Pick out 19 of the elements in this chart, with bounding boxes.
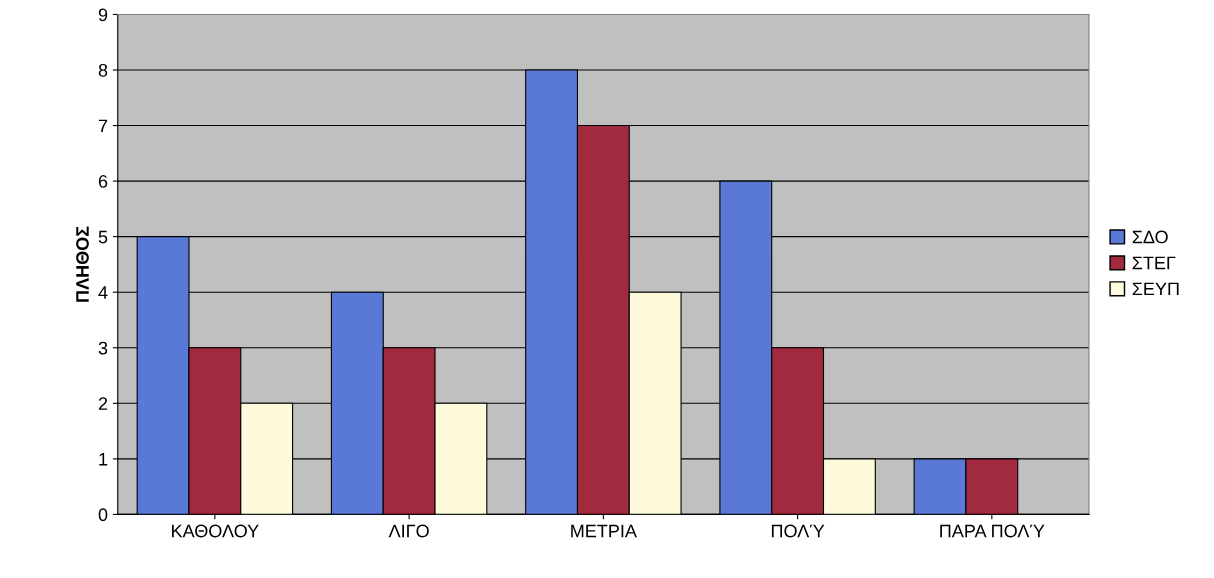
y-tick-label: 0 [98, 508, 108, 522]
y-tick-label: 7 [98, 119, 108, 133]
x-tick-label: ΠΟΛΎ [771, 524, 825, 538]
legend-label: ΣΤΕΓ [1132, 256, 1176, 270]
legend-label: ΣΔΟ [1132, 230, 1168, 244]
y-tick-label: 6 [98, 175, 108, 188]
y-tick-label: 9 [98, 8, 108, 22]
x-tick-label: ΛΙΓΟ [388, 524, 429, 538]
x-tick-label: ΠΑΡΑ ΠΟΛΎ [940, 524, 1045, 538]
y-tick-label: 2 [98, 397, 108, 410]
y-tick-label: 1 [99, 452, 108, 466]
y-tick-label: 4 [98, 286, 108, 299]
y-axis-title: ΠΛΗΘΟΣ [76, 226, 89, 302]
y-tick-label: 5 [98, 230, 108, 244]
x-tick-label: ΚΑΘΟΛΟΥ [172, 524, 259, 538]
y-tick-label: 3 [98, 341, 108, 355]
x-tick-label: ΜΕΤΡΙΑ [571, 524, 637, 538]
y-tick-label: 8 [98, 63, 108, 77]
legend-label: ΣΕΥΠ [1132, 282, 1179, 296]
